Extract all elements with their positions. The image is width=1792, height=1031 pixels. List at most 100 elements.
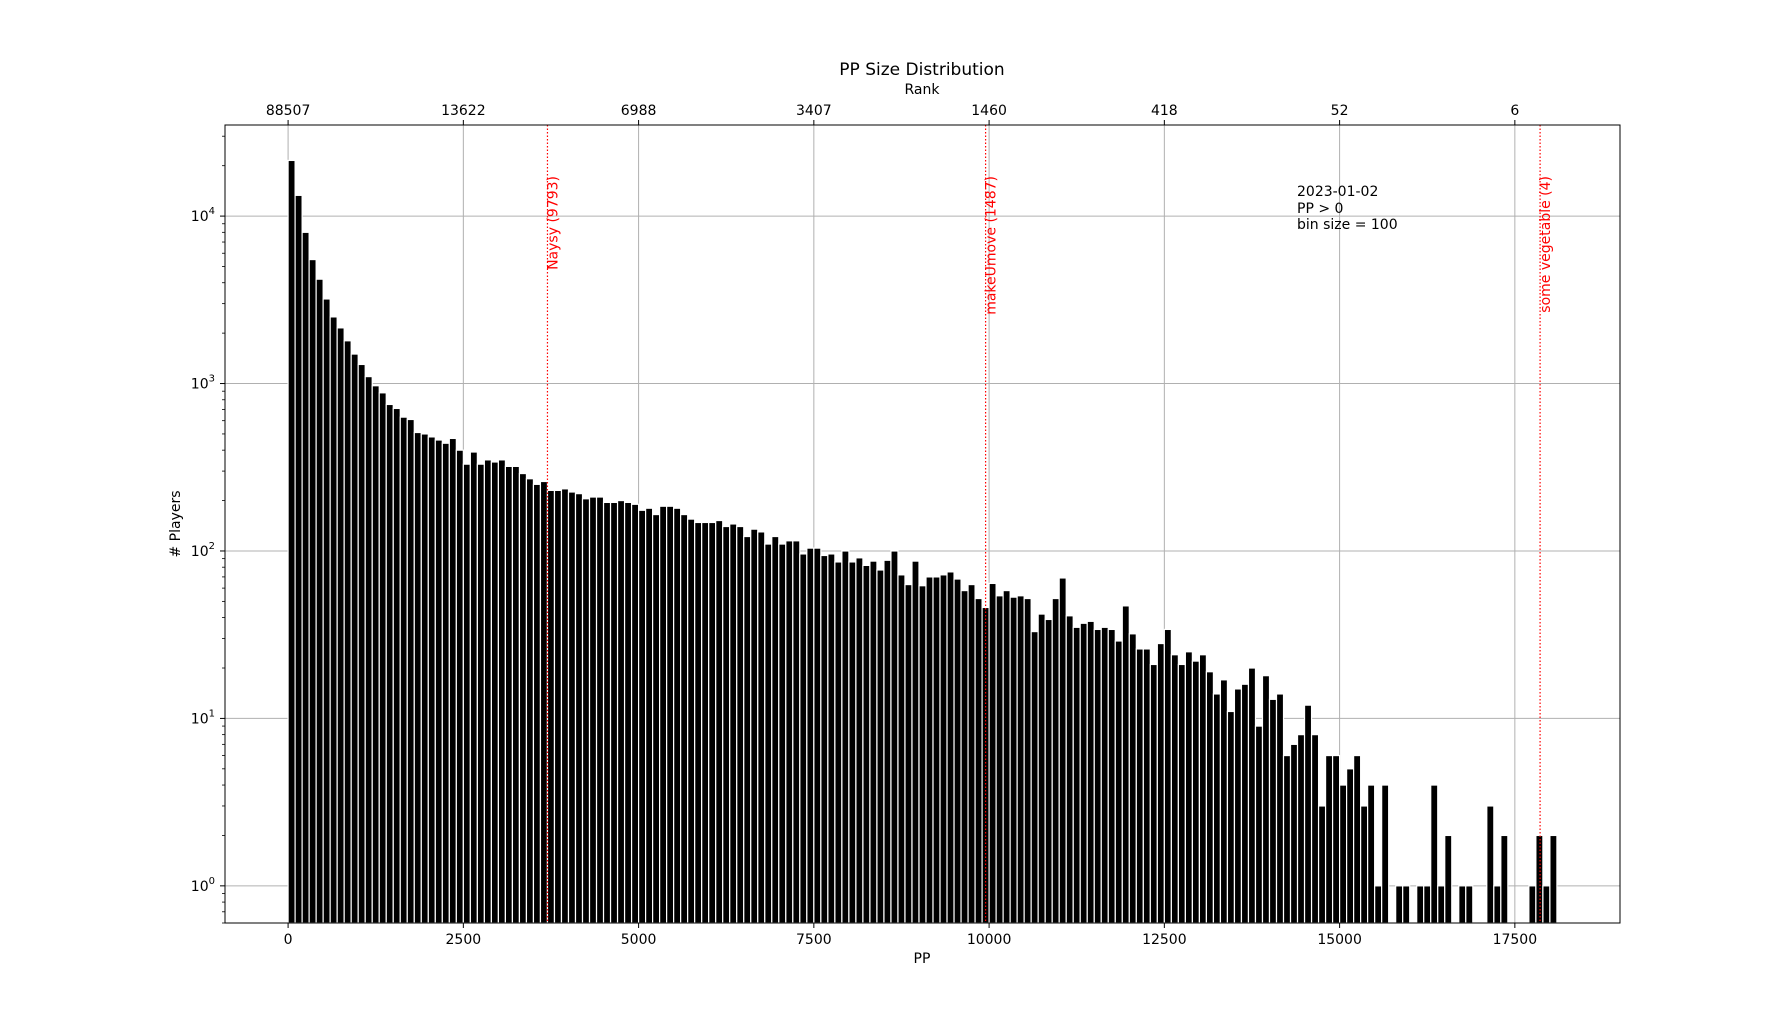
bar: [287, 159, 296, 924]
bar: [434, 439, 443, 924]
bar: [1465, 885, 1474, 924]
bar: [946, 571, 955, 924]
bar: [1079, 622, 1088, 924]
bar: [1416, 885, 1425, 924]
bars: [287, 159, 1558, 924]
bar: [560, 488, 570, 924]
bar: [694, 521, 703, 924]
bar: [1205, 671, 1215, 924]
bar: [1065, 615, 1074, 924]
bar: [518, 472, 528, 924]
bar: [609, 501, 619, 924]
bar: [546, 489, 556, 924]
rank-tick-label: 88507: [266, 103, 311, 119]
bar: [1114, 640, 1123, 924]
bar: [1437, 885, 1446, 924]
bar: [939, 574, 948, 924]
bar: [960, 589, 969, 924]
bar: [1549, 834, 1558, 924]
rank-tick-label: 13622: [441, 103, 486, 119]
bar: [813, 547, 822, 924]
bar: [1331, 754, 1341, 924]
bar: [343, 340, 352, 924]
bar: [722, 525, 731, 924]
bar: [890, 550, 899, 924]
bar: [841, 550, 850, 924]
bar: [1212, 693, 1222, 924]
bar: [659, 505, 668, 924]
rank-tick-label: 6988: [621, 103, 657, 119]
y-tick-label: 103: [191, 374, 215, 393]
bar: [525, 478, 535, 924]
player-marker-label: Naysy (9793): [545, 176, 561, 270]
rank-axis: 88507 13622 6988 3407 1460 418 52 6: [266, 103, 1519, 125]
x-tick-label: 15000: [1317, 932, 1362, 948]
bar: [652, 513, 661, 924]
bar: [588, 496, 598, 924]
bar: [1030, 630, 1039, 924]
bar: [1317, 805, 1327, 924]
bar: [820, 554, 829, 924]
bar: [553, 489, 563, 924]
bar: [1142, 648, 1151, 924]
rank-axis-label: Rank: [905, 82, 941, 98]
bar: [918, 585, 927, 924]
bar: [701, 521, 710, 924]
bar: [567, 491, 577, 924]
x-tick-label: 10000: [967, 932, 1012, 948]
bar: [350, 353, 359, 924]
bar: [1170, 654, 1179, 924]
bar: [743, 535, 752, 924]
bar: [1542, 885, 1551, 924]
bar: [1493, 885, 1502, 924]
bar: [1486, 805, 1495, 924]
bar: [911, 560, 920, 924]
bar: [729, 523, 738, 924]
bar: [602, 501, 612, 924]
rank-tick-label: 1460: [971, 103, 1007, 119]
bar: [630, 503, 640, 924]
bar: [490, 461, 499, 924]
bar: [1184, 651, 1193, 924]
bar: [1009, 596, 1018, 924]
bar: [1219, 679, 1229, 924]
bar: [616, 499, 626, 924]
bar: [953, 578, 962, 924]
bar: [1535, 834, 1544, 924]
bar: [1374, 885, 1383, 924]
bar: [476, 463, 485, 924]
bar: [574, 493, 584, 924]
x-tick-label: 0: [284, 932, 293, 948]
x-axis-label: PP: [914, 951, 931, 967]
bar: [764, 543, 773, 924]
bar: [750, 528, 759, 924]
bar: [988, 582, 997, 924]
bar: [1198, 654, 1208, 924]
bar: [1303, 704, 1313, 924]
bar: [1051, 597, 1060, 924]
bar: [469, 451, 478, 924]
bar: [1296, 734, 1306, 924]
plot-frame: [224, 124, 1621, 924]
bar: [904, 583, 913, 924]
bar: [413, 431, 422, 924]
bar: [932, 576, 941, 924]
annotation-date: 2023-01-02: [1297, 184, 1378, 200]
x-tick-label: 5000: [621, 932, 657, 948]
bar: [462, 463, 471, 924]
bar: [834, 561, 843, 924]
y-tick-label: 100: [191, 876, 215, 895]
bar: [1402, 885, 1411, 924]
bar: [427, 436, 436, 924]
bar: [637, 509, 647, 924]
bar: [967, 583, 976, 924]
bar: [792, 540, 801, 924]
bar: [869, 560, 878, 924]
bar: [455, 449, 464, 924]
bar: [715, 519, 724, 924]
bar: [1353, 754, 1362, 924]
chart-title: PP Size Distribution: [839, 60, 1004, 80]
bar: [1086, 620, 1095, 924]
bar: [1528, 885, 1537, 924]
bar: [995, 595, 1004, 924]
